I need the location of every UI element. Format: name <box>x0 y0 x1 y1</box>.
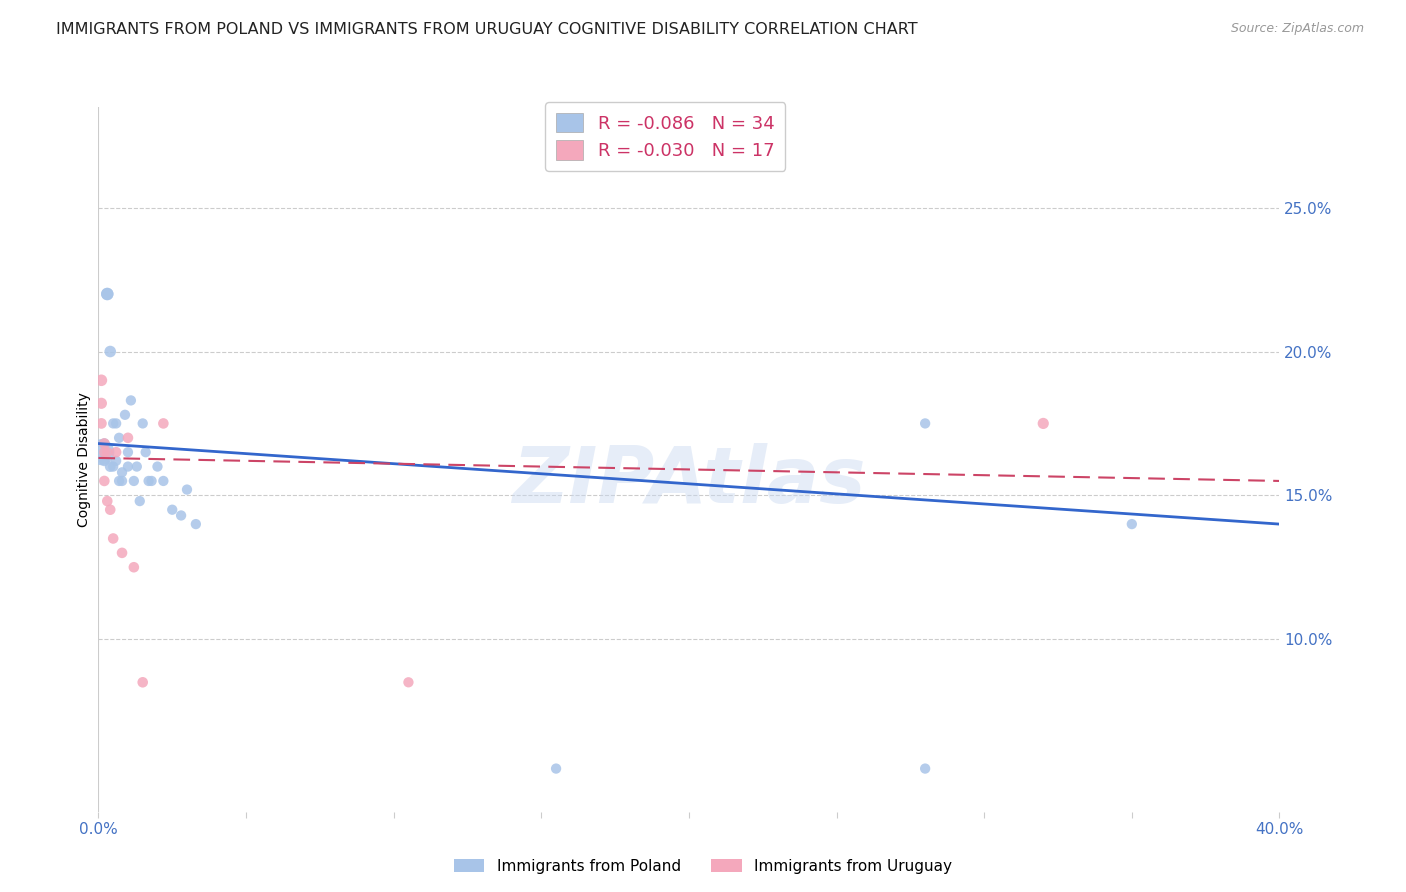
Point <box>546 762 568 776</box>
Text: Source: ZipAtlas.com: Source: ZipAtlas.com <box>1230 22 1364 36</box>
Point <box>170 508 193 523</box>
Point <box>914 762 936 776</box>
Point <box>108 474 131 488</box>
Point <box>93 454 115 468</box>
Point <box>96 445 118 459</box>
Point <box>90 373 112 387</box>
Point <box>103 459 125 474</box>
Point <box>108 431 131 445</box>
Point <box>122 474 145 488</box>
Point <box>105 445 128 459</box>
Point <box>96 287 118 301</box>
Point <box>135 445 157 459</box>
Point <box>96 287 118 301</box>
Point <box>93 445 115 459</box>
Point <box>117 459 139 474</box>
Point <box>176 483 198 497</box>
Point <box>103 532 125 546</box>
Y-axis label: Cognitive Disability: Cognitive Disability <box>77 392 91 527</box>
Point <box>93 436 115 450</box>
Point <box>1032 417 1054 431</box>
Point <box>398 675 420 690</box>
Point <box>93 474 115 488</box>
Point <box>90 417 112 431</box>
Point <box>1121 517 1143 532</box>
Point <box>93 436 115 450</box>
Point <box>152 417 174 431</box>
Point <box>98 502 121 516</box>
Legend: Immigrants from Poland, Immigrants from Uruguay: Immigrants from Poland, Immigrants from … <box>447 853 959 880</box>
Point <box>184 517 207 532</box>
Point <box>914 417 936 431</box>
Point <box>98 344 121 359</box>
Point <box>90 396 112 410</box>
Point <box>146 459 169 474</box>
Point <box>128 494 150 508</box>
Point <box>122 560 145 574</box>
Point <box>105 454 128 468</box>
Point <box>114 408 136 422</box>
Point <box>138 474 160 488</box>
Point <box>132 417 155 431</box>
Point <box>117 445 139 459</box>
Point <box>105 417 128 431</box>
Point <box>90 445 112 459</box>
Text: ZIPAtlas: ZIPAtlas <box>512 442 866 518</box>
Point <box>103 417 125 431</box>
Point <box>96 494 118 508</box>
Point <box>132 675 155 690</box>
Point <box>117 431 139 445</box>
Text: IMMIGRANTS FROM POLAND VS IMMIGRANTS FROM URUGUAY COGNITIVE DISABILITY CORRELATI: IMMIGRANTS FROM POLAND VS IMMIGRANTS FRO… <box>56 22 918 37</box>
Point <box>120 393 142 408</box>
Legend: R = -0.086   N = 34, R = -0.030   N = 17: R = -0.086 N = 34, R = -0.030 N = 17 <box>546 102 786 170</box>
Point <box>98 459 121 474</box>
Point <box>125 459 148 474</box>
Point <box>111 546 134 560</box>
Point <box>152 474 174 488</box>
Point <box>162 502 183 516</box>
Point <box>111 466 134 480</box>
Point <box>111 474 134 488</box>
Point <box>141 474 163 488</box>
